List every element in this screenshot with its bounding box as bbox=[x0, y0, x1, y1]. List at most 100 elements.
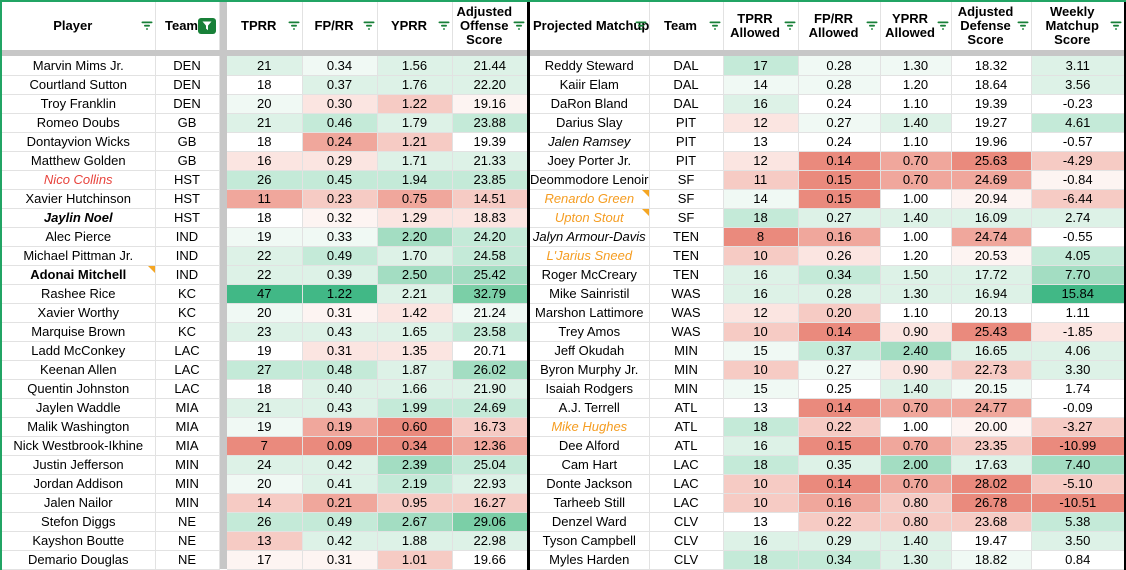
player-cell[interactable]: Jaylin Noel bbox=[2, 208, 156, 228]
matchup-player-cell[interactable]: Reddy Steward bbox=[530, 56, 650, 76]
adjusted-offense-score-cell[interactable]: 22.20 bbox=[452, 75, 527, 95]
yprr-allowed-cell[interactable]: 0.70 bbox=[880, 170, 952, 190]
team-cell[interactable]: ATL bbox=[649, 436, 724, 456]
team-cell[interactable]: MIN bbox=[155, 493, 220, 513]
filter-lines-icon[interactable] bbox=[513, 21, 525, 32]
player-cell[interactable]: Quentin Johnston bbox=[2, 379, 156, 399]
team-cell[interactable]: ATL bbox=[649, 398, 724, 418]
player-cell[interactable]: Jaylen Waddle bbox=[2, 398, 156, 418]
team-cell[interactable]: MIN bbox=[155, 474, 220, 494]
matchup-player-cell[interactable]: Tarheeb Still bbox=[530, 493, 650, 513]
fprr-cell[interactable]: 0.33 bbox=[302, 227, 378, 247]
fprr-cell[interactable]: 0.34 bbox=[302, 56, 378, 76]
yprr-allowed-cell[interactable]: 1.20 bbox=[880, 75, 952, 95]
yprr-cell[interactable]: 0.95 bbox=[377, 493, 453, 513]
weekly-matchup-score-cell[interactable]: 2.74 bbox=[1031, 208, 1124, 228]
fprr-cell[interactable]: 0.09 bbox=[302, 436, 378, 456]
adjusted-offense-score-cell[interactable]: 24.69 bbox=[452, 398, 527, 418]
weekly-matchup-score-cell[interactable]: -0.09 bbox=[1031, 398, 1124, 418]
weekly-matchup-score-cell[interactable]: -0.57 bbox=[1031, 132, 1124, 152]
yprr-cell[interactable]: 2.50 bbox=[377, 265, 453, 285]
weekly-matchup-score-cell[interactable]: 7.40 bbox=[1031, 455, 1124, 475]
matchup-player-cell[interactable]: Dee Alford bbox=[530, 436, 650, 456]
fprr-allowed-cell[interactable]: 0.15 bbox=[798, 189, 881, 209]
yprr-cell[interactable]: 0.34 bbox=[377, 436, 453, 456]
team-cell[interactable]: MIA bbox=[155, 436, 220, 456]
tprr-allowed-cell[interactable]: 14 bbox=[723, 75, 799, 95]
matchup-player-cell[interactable]: Donte Jackson bbox=[530, 474, 650, 494]
matchup-player-cell[interactable]: Jalen Ramsey bbox=[530, 132, 650, 152]
adjusted-defense-score-cell[interactable]: 20.53 bbox=[951, 246, 1032, 266]
fprr-cell[interactable]: 1.22 bbox=[302, 284, 378, 304]
fprr-cell[interactable]: 0.45 bbox=[302, 170, 378, 190]
fprr-allowed-cell[interactable]: 0.27 bbox=[798, 208, 881, 228]
fprr-cell[interactable]: 0.48 bbox=[302, 360, 378, 380]
yprr-allowed-cell[interactable]: 0.70 bbox=[880, 436, 952, 456]
yprr-cell[interactable]: 2.19 bbox=[377, 474, 453, 494]
matchup-player-cell[interactable]: Jalyn Armour-Davis bbox=[530, 227, 650, 247]
team-cell[interactable]: WAS bbox=[649, 322, 724, 342]
header-yprr[interactable]: YPRR bbox=[377, 2, 453, 50]
header-player[interactable]: Player bbox=[2, 2, 156, 50]
fprr-allowed-cell[interactable]: 0.27 bbox=[798, 113, 881, 133]
yprr-allowed-cell[interactable]: 0.70 bbox=[880, 398, 952, 418]
adjusted-defense-score-cell[interactable]: 20.13 bbox=[951, 303, 1032, 323]
fprr-allowed-cell[interactable]: 0.28 bbox=[798, 284, 881, 304]
fprr-cell[interactable]: 0.31 bbox=[302, 341, 378, 361]
fprr-cell[interactable]: 0.24 bbox=[302, 132, 378, 152]
adjusted-offense-score-cell[interactable]: 12.36 bbox=[452, 436, 527, 456]
yprr-cell[interactable]: 1.88 bbox=[377, 531, 453, 551]
yprr-allowed-cell[interactable]: 1.30 bbox=[880, 550, 952, 570]
yprr-allowed-cell[interactable]: 0.70 bbox=[880, 474, 952, 494]
fprr-cell[interactable]: 0.42 bbox=[302, 531, 378, 551]
matchup-player-cell[interactable]: Joey Porter Jr. bbox=[530, 151, 650, 171]
header-adjusted-defense-score[interactable]: Adjusted Defense Score bbox=[951, 2, 1032, 50]
tprr-allowed-cell[interactable]: 12 bbox=[723, 113, 799, 133]
player-cell[interactable]: Nico Collins bbox=[2, 170, 156, 190]
tprr-allowed-cell[interactable]: 17 bbox=[723, 56, 799, 76]
filter-lines-icon[interactable] bbox=[1017, 21, 1029, 32]
yprr-allowed-cell[interactable]: 2.00 bbox=[880, 455, 952, 475]
fprr-allowed-cell[interactable]: 0.22 bbox=[798, 512, 881, 532]
header-tprr-allowed[interactable]: TPRR Allowed bbox=[723, 2, 799, 50]
tprr-allowed-cell[interactable]: 13 bbox=[723, 132, 799, 152]
yprr-cell[interactable]: 1.99 bbox=[377, 398, 453, 418]
header-team-right[interactable]: Team bbox=[649, 2, 724, 50]
weekly-matchup-score-cell[interactable]: -3.27 bbox=[1031, 417, 1124, 437]
adjusted-defense-score-cell[interactable]: 16.09 bbox=[951, 208, 1032, 228]
fprr-cell[interactable]: 0.43 bbox=[302, 398, 378, 418]
fprr-cell[interactable]: 0.21 bbox=[302, 493, 378, 513]
adjusted-offense-score-cell[interactable]: 26.02 bbox=[452, 360, 527, 380]
fprr-allowed-cell[interactable]: 0.14 bbox=[798, 474, 881, 494]
matchup-player-cell[interactable]: Isaiah Rodgers bbox=[530, 379, 650, 399]
yprr-allowed-cell[interactable]: 1.40 bbox=[880, 531, 952, 551]
tprr-cell[interactable]: 19 bbox=[227, 227, 303, 247]
yprr-cell[interactable]: 1.66 bbox=[377, 379, 453, 399]
player-cell[interactable]: Romeo Doubs bbox=[2, 113, 156, 133]
fprr-cell[interactable]: 0.49 bbox=[302, 246, 378, 266]
player-cell[interactable]: Kayshon Boutte bbox=[2, 531, 156, 551]
tprr-allowed-cell[interactable]: 13 bbox=[723, 512, 799, 532]
tprr-cell[interactable]: 18 bbox=[227, 132, 303, 152]
player-cell[interactable]: Justin Jefferson bbox=[2, 455, 156, 475]
weekly-matchup-score-cell[interactable]: 1.11 bbox=[1031, 303, 1124, 323]
matchup-player-cell[interactable]: Marshon Lattimore bbox=[530, 303, 650, 323]
filter-lines-icon[interactable] bbox=[937, 21, 949, 32]
adjusted-defense-score-cell[interactable]: 18.64 bbox=[951, 75, 1032, 95]
matchup-player-cell[interactable]: Darius Slay bbox=[530, 113, 650, 133]
yprr-cell[interactable]: 1.29 bbox=[377, 208, 453, 228]
fprr-cell[interactable]: 0.42 bbox=[302, 455, 378, 475]
filter-lines-icon[interactable] bbox=[288, 21, 300, 32]
header-adjusted-offense-score[interactable]: Adjusted Offense Score bbox=[452, 2, 527, 50]
weekly-matchup-score-cell[interactable]: 3.11 bbox=[1031, 56, 1124, 76]
matchup-player-cell[interactable]: Myles Harden bbox=[530, 550, 650, 570]
tprr-allowed-cell[interactable]: 18 bbox=[723, 455, 799, 475]
weekly-matchup-score-cell[interactable]: 4.06 bbox=[1031, 341, 1124, 361]
fprr-allowed-cell[interactable]: 0.34 bbox=[798, 550, 881, 570]
weekly-matchup-score-cell[interactable]: 0.84 bbox=[1031, 550, 1124, 570]
yprr-allowed-cell[interactable]: 1.40 bbox=[880, 208, 952, 228]
matchup-player-cell[interactable]: Byron Murphy Jr. bbox=[530, 360, 650, 380]
yprr-allowed-cell[interactable]: 1.10 bbox=[880, 132, 952, 152]
tprr-allowed-cell[interactable]: 15 bbox=[723, 379, 799, 399]
team-cell[interactable]: KC bbox=[155, 303, 220, 323]
